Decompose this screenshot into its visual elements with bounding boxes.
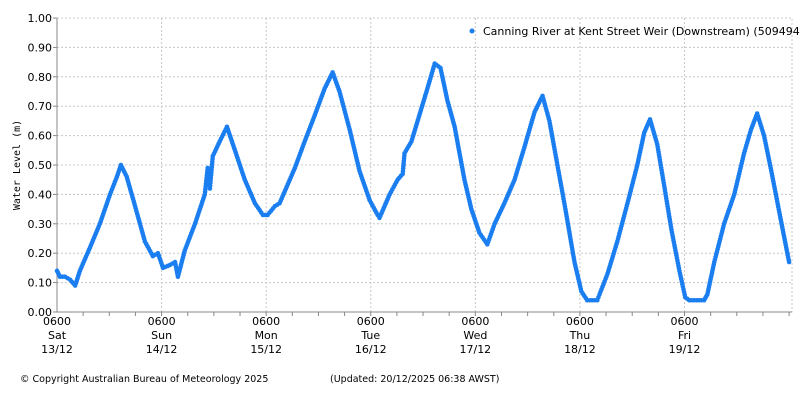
x-tick-label-date: 13/12	[41, 343, 73, 356]
y-tick-label: 0.60	[28, 130, 53, 143]
y-tick-label: 0.50	[28, 159, 53, 172]
y-tick-label: 0.20	[28, 247, 53, 260]
y-tick-label: 0.70	[28, 100, 53, 113]
y-tick-label: 0.40	[28, 188, 53, 201]
legend-label: Canning River at Kent Street Weir (Downs…	[483, 25, 800, 38]
x-tick-label-date: 14/12	[146, 343, 178, 356]
x-tick-label-time: 0600	[43, 315, 71, 328]
legend-marker	[469, 28, 475, 34]
x-tick-label-time: 0600	[671, 315, 699, 328]
x-tick-label-time: 0600	[357, 315, 385, 328]
x-tick-label-time: 0600	[566, 315, 594, 328]
x-tick-label-time: 0600	[252, 315, 280, 328]
x-tick-label-date: 19/12	[669, 343, 701, 356]
y-tick-label: 0.80	[28, 71, 53, 84]
y-tick-label: 1.00	[28, 12, 53, 25]
copyright-text: © Copyright Australian Bureau of Meteoro…	[20, 374, 269, 385]
updated-text: (Updated: 20/12/2025 06:38 AWST)	[330, 374, 500, 385]
data-point	[786, 259, 792, 265]
y-tick-label: 0.90	[28, 41, 53, 54]
x-tick-label-date: 17/12	[459, 343, 491, 356]
series-canning-river	[54, 61, 792, 303]
x-tick-label-day: Sun	[151, 329, 172, 342]
x-tick-label-day: Thu	[569, 329, 591, 342]
y-axis-label: Water Level (m)	[12, 120, 23, 210]
y-tick-label: 0.00	[28, 306, 53, 319]
x-tick-label-date: 15/12	[250, 343, 282, 356]
x-tick-label-day: Tue	[360, 329, 380, 342]
axes: 0.00 0.10 0.20 0.30 0.40 0.50 0.60 0.70 0.80 0.90…	[28, 12, 793, 356]
x-tick-label-day: Fri	[678, 329, 691, 342]
y-tick-label: 0.30	[28, 218, 53, 231]
x-tick-label-time: 0600	[461, 315, 489, 328]
x-tick-label-date: 16/12	[355, 343, 387, 356]
x-tick-label-day: Wed	[463, 329, 487, 342]
y-tick-label: 0.10	[28, 277, 53, 290]
x-tick-label-day: Sat	[48, 329, 67, 342]
x-tick-label-day: Mon	[255, 329, 278, 342]
x-tick-label-date: 18/12	[564, 343, 596, 356]
legend: Canning River at Kent Street Weir (Downs…	[469, 25, 800, 38]
x-tick-label-time: 0600	[148, 315, 176, 328]
